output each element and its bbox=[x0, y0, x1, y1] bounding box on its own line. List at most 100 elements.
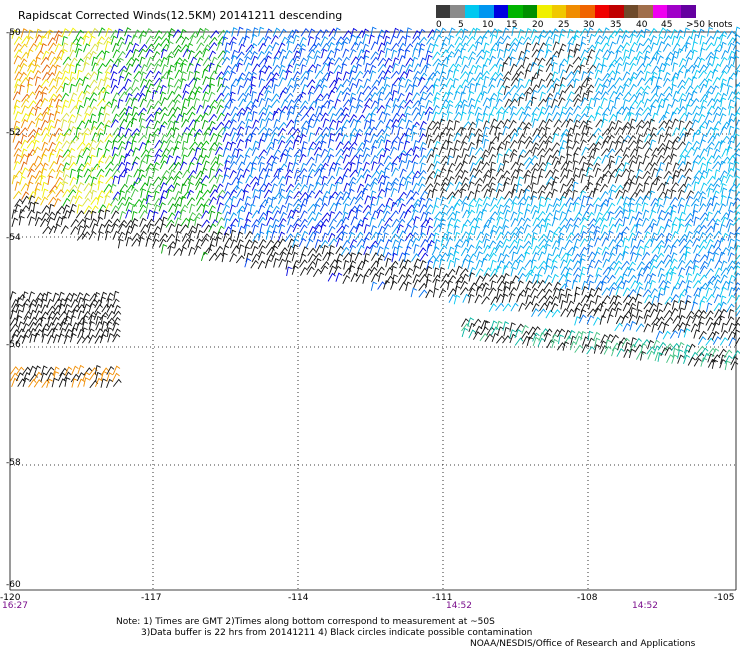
wind-barb bbox=[112, 230, 120, 240]
wind-barb bbox=[482, 105, 491, 115]
wind-barb bbox=[683, 27, 690, 38]
wind-barb bbox=[370, 231, 380, 241]
wind-barb bbox=[510, 259, 519, 269]
wind-barb bbox=[383, 41, 391, 51]
wind-barb bbox=[125, 112, 133, 123]
wind-barb bbox=[99, 311, 109, 321]
wind-barb bbox=[82, 162, 91, 171]
wind-barb bbox=[131, 111, 140, 121]
wind-barb bbox=[146, 218, 155, 228]
wind-barb bbox=[628, 106, 635, 116]
wind-barb bbox=[453, 132, 461, 142]
wind-barb bbox=[265, 127, 273, 137]
wind-barb bbox=[683, 344, 691, 354]
wind-barb bbox=[650, 237, 658, 248]
wind-barb bbox=[54, 127, 63, 137]
wind-barb bbox=[474, 99, 481, 110]
wind-barb bbox=[651, 176, 661, 185]
wind-barb bbox=[67, 113, 76, 123]
wind-barb bbox=[131, 42, 140, 53]
wind-barb bbox=[503, 281, 510, 291]
wind-barb bbox=[370, 100, 379, 110]
wind-barb bbox=[650, 232, 658, 242]
wind-barb bbox=[258, 78, 266, 88]
wind-barb bbox=[447, 217, 455, 227]
wind-barb bbox=[672, 127, 680, 137]
wind-barb bbox=[82, 315, 89, 325]
wind-barb bbox=[203, 127, 212, 136]
wind-barb bbox=[578, 155, 587, 165]
wind-barb bbox=[733, 126, 740, 137]
wind-barb bbox=[411, 154, 420, 163]
wind-barb bbox=[96, 98, 106, 107]
wind-barb bbox=[404, 245, 412, 256]
wind-barb bbox=[390, 187, 398, 198]
wind-barb bbox=[357, 167, 365, 177]
wind-barb bbox=[672, 162, 680, 172]
wind-barb bbox=[56, 205, 65, 214]
wind-barb bbox=[307, 183, 315, 194]
colorbar-swatch bbox=[623, 5, 639, 18]
wind-barb bbox=[620, 231, 627, 241]
wind-barb bbox=[118, 219, 128, 228]
wind-barb bbox=[559, 195, 566, 206]
wind-barb bbox=[685, 57, 693, 67]
wind-barb bbox=[370, 51, 379, 60]
wind-barb bbox=[678, 112, 688, 122]
wind-barb bbox=[524, 245, 533, 255]
wind-barb bbox=[244, 71, 253, 81]
wind-barb bbox=[327, 272, 336, 282]
wind-barb bbox=[334, 41, 343, 51]
wind-barb bbox=[124, 140, 132, 151]
wind-barb bbox=[89, 71, 98, 80]
wind-barb bbox=[476, 139, 483, 149]
wind-barb bbox=[489, 204, 499, 213]
wind-barb bbox=[509, 37, 519, 46]
wind-barb bbox=[651, 323, 659, 333]
wind-barb bbox=[721, 64, 730, 73]
wind-barb bbox=[459, 91, 466, 101]
wind-barb bbox=[397, 149, 407, 158]
wind-barb bbox=[42, 71, 51, 81]
wind-barb bbox=[566, 127, 575, 137]
wind-barb bbox=[259, 223, 266, 233]
wind-barb bbox=[144, 89, 152, 100]
wind-barb bbox=[56, 76, 63, 87]
wind-barb bbox=[651, 51, 660, 60]
wind-barb bbox=[439, 188, 448, 198]
wind-barb bbox=[193, 119, 200, 129]
wind-barb bbox=[496, 77, 504, 88]
wind-barb bbox=[109, 183, 117, 194]
wind-barb bbox=[692, 203, 699, 214]
wind-barb bbox=[397, 238, 405, 248]
wind-barb bbox=[482, 174, 490, 184]
wind-barb bbox=[18, 215, 25, 226]
wind-barb bbox=[431, 246, 440, 256]
wind-barb bbox=[89, 372, 98, 381]
wind-barb bbox=[663, 309, 673, 319]
wind-barb bbox=[140, 71, 147, 81]
wind-barb bbox=[620, 153, 630, 163]
wind-barb bbox=[560, 308, 569, 317]
wind-barb bbox=[546, 229, 554, 240]
wind-barb bbox=[315, 105, 323, 116]
wind-barb bbox=[250, 33, 258, 44]
wind-barb bbox=[517, 121, 526, 131]
wind-barb bbox=[313, 181, 322, 191]
wind-barb bbox=[565, 106, 574, 116]
wind-barb bbox=[390, 233, 399, 242]
wind-barb bbox=[384, 181, 392, 191]
wind-barb bbox=[496, 196, 505, 206]
wind-barb bbox=[424, 197, 433, 207]
wind-barb bbox=[732, 350, 740, 359]
wind-barb bbox=[615, 252, 624, 262]
wind-barb bbox=[377, 91, 385, 101]
wind-barb bbox=[193, 128, 203, 137]
wind-barb bbox=[27, 168, 35, 178]
wind-barb bbox=[320, 265, 329, 275]
wind-barb bbox=[54, 118, 61, 129]
wind-barb bbox=[41, 365, 48, 375]
wind-barb bbox=[560, 266, 569, 276]
wind-barb bbox=[20, 161, 28, 171]
wind-barb bbox=[735, 81, 740, 89]
